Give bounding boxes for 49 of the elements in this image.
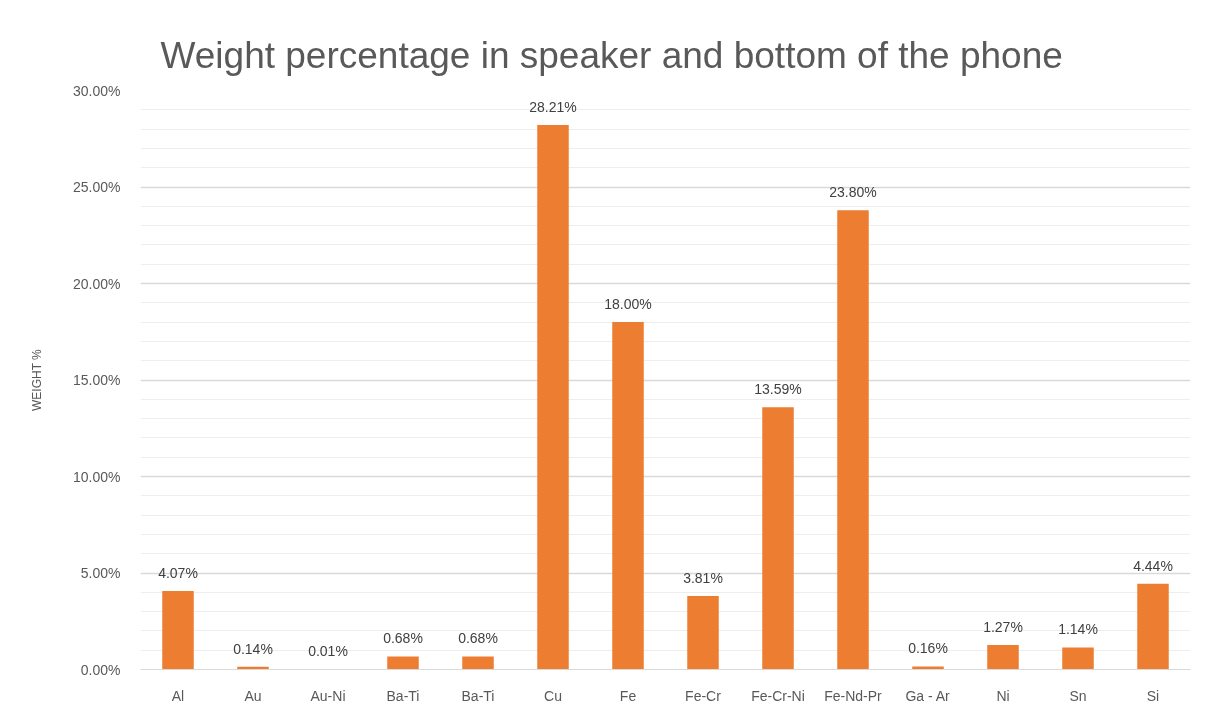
bar <box>162 590 194 670</box>
x-tick-label: Fe-Nd-Pr <box>824 687 883 704</box>
x-tick-label: Au <box>244 687 262 704</box>
data-label: 28.21% <box>529 99 577 116</box>
x-tick-label: Fe-Cr <box>685 687 722 704</box>
y-axis-title: WEIGHT % <box>30 348 45 411</box>
data-label: 0.16% <box>908 640 948 657</box>
y-tick-label: 15.00% <box>73 372 121 388</box>
data-label: 1.14% <box>1058 621 1098 638</box>
y-tick-label: 10.00% <box>73 468 121 485</box>
y-tick-label: 20.00% <box>73 275 121 292</box>
x-tick-label: Au-Ni <box>310 687 346 704</box>
x-tick-label: Ga - Ar <box>905 687 951 704</box>
x-tick-label: Ni <box>996 687 1010 704</box>
data-label: 23.80% <box>829 184 877 201</box>
data-label: 0.14% <box>233 640 273 657</box>
data-label: 0.68% <box>383 630 423 647</box>
data-label: 1.27% <box>983 618 1023 635</box>
bar <box>1137 583 1169 670</box>
y-tick-label: 25.00% <box>73 179 121 195</box>
x-tick-label: Ba-Ti <box>386 687 420 704</box>
data-label: 3.81% <box>683 569 723 586</box>
data-label: 4.44% <box>1133 557 1173 574</box>
bar <box>912 666 944 670</box>
y-tick-label: 5.00% <box>80 565 121 581</box>
data-label: 0.01% <box>308 643 348 660</box>
data-label: 18.00% <box>604 296 652 313</box>
bar <box>1062 647 1094 670</box>
bar <box>612 322 644 670</box>
data-label: 4.07% <box>158 564 198 581</box>
bar <box>687 595 719 670</box>
x-tick-label: Sn <box>1069 687 1087 704</box>
x-tick-label: Si <box>1146 687 1160 704</box>
x-tick-label: Fe-Cr-Ni <box>751 687 805 704</box>
x-tick-label: Cu <box>544 687 562 704</box>
y-tick-label: 0.00% <box>80 661 121 678</box>
bar <box>762 407 794 670</box>
bar <box>537 125 569 670</box>
x-tick-label: Fe <box>619 687 637 704</box>
bar <box>387 656 419 670</box>
data-label: 13.59% <box>754 381 802 398</box>
x-tick-label: Al <box>171 687 185 704</box>
bar <box>462 656 494 670</box>
y-tick-label: 30.00% <box>73 82 121 99</box>
chart-title: Weight percentage in speaker and bottom of the phone <box>160 34 1063 76</box>
data-label: 0.68% <box>458 630 498 647</box>
bar <box>987 644 1019 670</box>
x-tick-label: Ba-Ti <box>461 687 495 704</box>
bar <box>837 210 869 670</box>
